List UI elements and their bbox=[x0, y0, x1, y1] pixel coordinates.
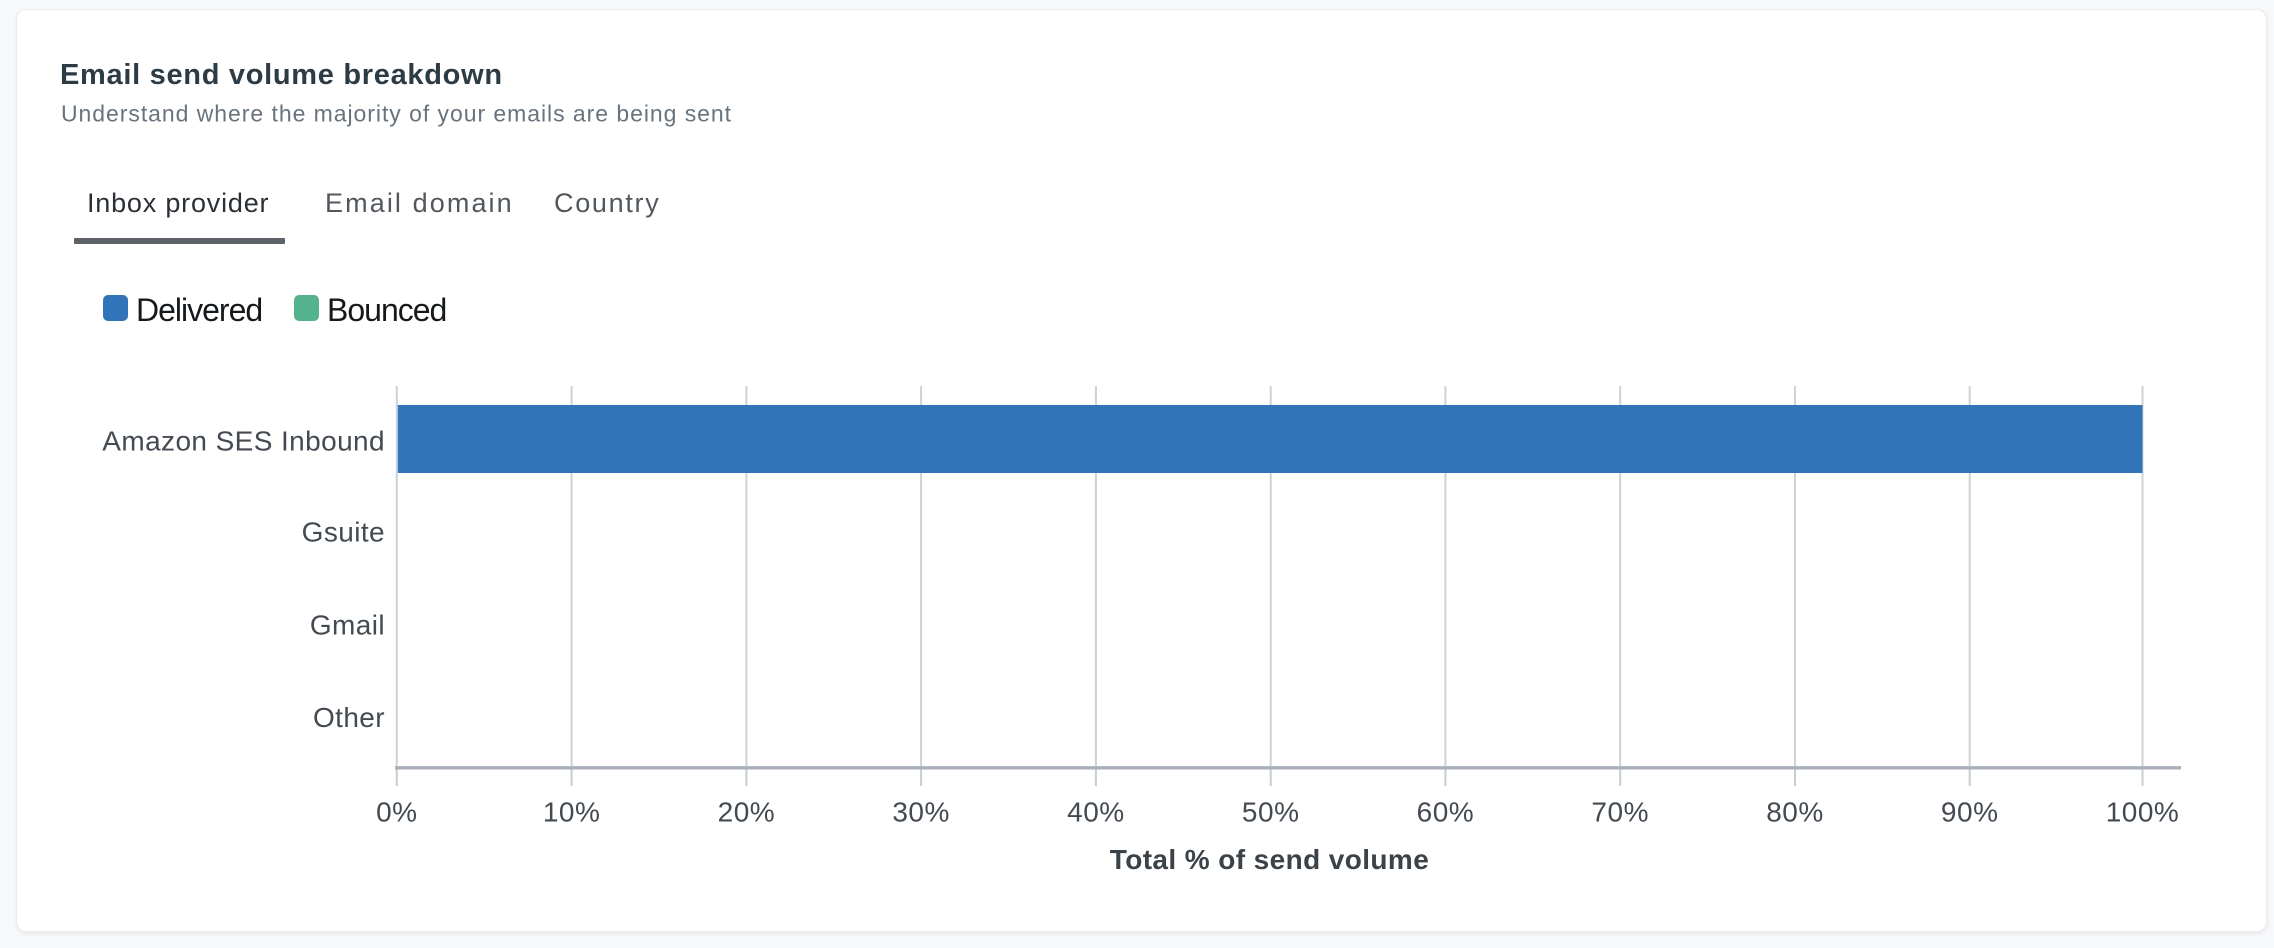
svg-text:100%: 100% bbox=[2106, 797, 2180, 828]
svg-text:60%: 60% bbox=[1417, 797, 1475, 828]
svg-text:Country: Country bbox=[554, 188, 660, 218]
svg-text:Email domain: Email domain bbox=[325, 188, 514, 218]
svg-text:Other: Other bbox=[313, 702, 385, 733]
svg-text:0%: 0% bbox=[376, 797, 417, 828]
svg-text:Delivered: Delivered bbox=[136, 292, 262, 328]
svg-text:Amazon SES Inbound: Amazon SES Inbound bbox=[102, 426, 385, 457]
svg-text:Inbox provider: Inbox provider bbox=[87, 188, 269, 218]
svg-text:80%: 80% bbox=[1766, 797, 1824, 828]
svg-text:20%: 20% bbox=[718, 797, 776, 828]
svg-text:Total % of send volume: Total % of send volume bbox=[1110, 844, 1429, 875]
svg-text:Understand where the majority: Understand where the majority of your em… bbox=[61, 101, 732, 127]
svg-text:10%: 10% bbox=[543, 797, 601, 828]
svg-text:Email send volume breakdown: Email send volume breakdown bbox=[60, 59, 503, 91]
svg-text:90%: 90% bbox=[1941, 797, 1999, 828]
svg-text:Gmail: Gmail bbox=[310, 610, 385, 641]
svg-text:40%: 40% bbox=[1067, 797, 1125, 828]
svg-text:70%: 70% bbox=[1591, 797, 1649, 828]
svg-text:Bounced: Bounced bbox=[327, 292, 446, 328]
svg-text:50%: 50% bbox=[1242, 797, 1300, 828]
svg-text:30%: 30% bbox=[892, 797, 950, 828]
svg-text:Gsuite: Gsuite bbox=[302, 517, 385, 548]
